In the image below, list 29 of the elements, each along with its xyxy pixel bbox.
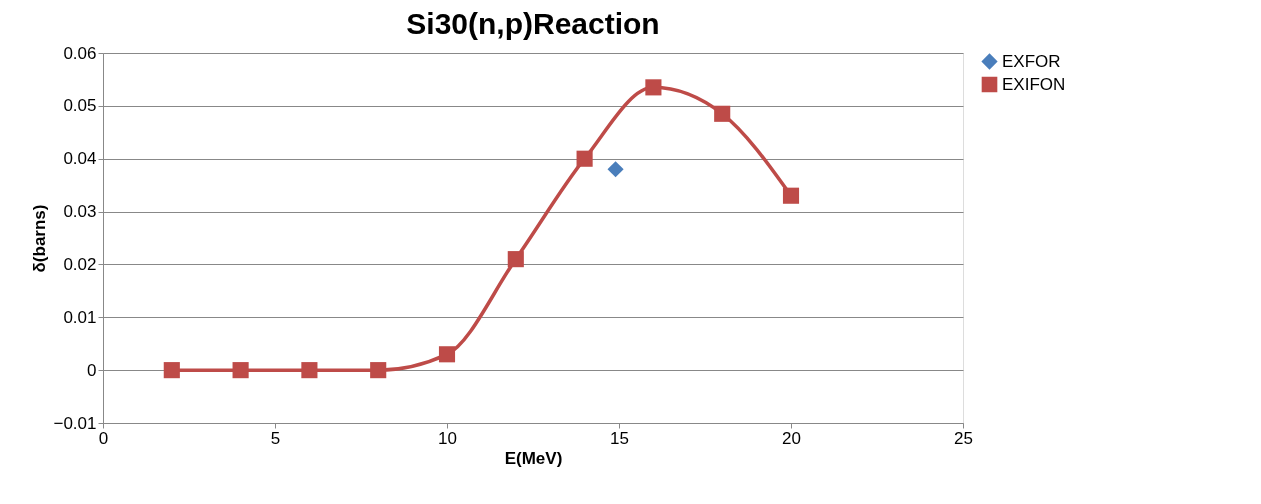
- point: [232, 362, 249, 379]
- point: [645, 79, 662, 96]
- x-tick-label: 15: [610, 428, 629, 448]
- point: [576, 150, 593, 167]
- point: [782, 187, 800, 204]
- x-axis-title: E(MeV): [504, 448, 563, 468]
- point: [507, 251, 524, 268]
- x-tick-label: 10: [438, 428, 457, 448]
- x-tick-label: 5: [270, 428, 281, 448]
- y-tick-label: −0.01: [53, 413, 97, 433]
- y-tick-label: 0.02: [63, 254, 97, 274]
- legend-label: EXIFON: [1002, 74, 1066, 94]
- y-axis-title: δ(barns): [30, 204, 50, 273]
- point: [438, 346, 456, 363]
- legend-label: EXFOR: [1002, 51, 1061, 71]
- y-tick-label: 0.06: [63, 43, 97, 63]
- y-tick-label: 0: [87, 360, 97, 380]
- chart-title: Si30(n,p)Reaction: [406, 7, 660, 40]
- point: [301, 362, 318, 379]
- x-tick-label: 20: [782, 428, 801, 448]
- y-tick-label: 0.05: [63, 96, 97, 116]
- point: [163, 362, 180, 379]
- y-tick-label: 0.04: [63, 149, 97, 169]
- x-tick-label: 25: [954, 428, 973, 448]
- y-tick-label: 0.01: [63, 307, 97, 327]
- y-tick-label: 0.03: [63, 202, 97, 222]
- point: [714, 105, 731, 122]
- point: [607, 161, 624, 178]
- point: [370, 362, 387, 379]
